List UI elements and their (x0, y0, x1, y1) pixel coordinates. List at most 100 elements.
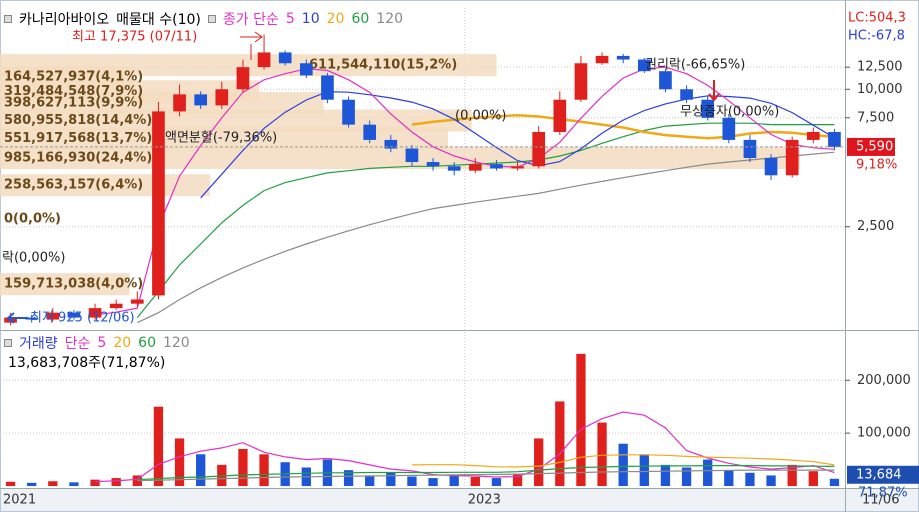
candle-body (88, 308, 102, 318)
volume-ma-line (411, 454, 835, 468)
volume-profile-label: 611,544,110(15,2%) (309, 58, 457, 73)
candle-body (828, 131, 841, 147)
volume-legend: 거래량 단순 5 20 60 120 (4, 333, 190, 353)
y-tick-label: 12,500 (857, 60, 903, 75)
annotation: 권리락(-66,65%) (645, 58, 745, 73)
candle-body (701, 99, 715, 118)
volume-info: 13,683,708주(71,87%) (8, 352, 165, 372)
volume-bar (808, 471, 818, 486)
candle-body (785, 139, 799, 176)
legend-entry: 60 (138, 335, 156, 351)
volume-bar (48, 481, 58, 486)
candle-body (574, 63, 588, 100)
annotation: (0,00%) (455, 109, 506, 124)
candle-body (384, 139, 398, 149)
volume-bar (27, 482, 37, 486)
annotation: 무상증자(0,00%) (680, 105, 779, 120)
event-arrow (708, 80, 720, 102)
legend-prefix: 단순 (64, 336, 91, 352)
volume-bar (660, 464, 671, 486)
legend-entry: 120 (162, 335, 190, 351)
candle-body (490, 164, 503, 169)
legend-title: 카나리아바이오 (19, 12, 110, 28)
legend-icon (4, 339, 12, 347)
legend-entry: 120 (376, 11, 404, 27)
y-tick-label: 100,000 (857, 426, 911, 441)
legend-title: 거래량 (19, 336, 58, 352)
volume-bar (787, 464, 797, 486)
candle-body (595, 55, 609, 64)
legend-entry: 20 (113, 335, 132, 351)
candle-body (637, 59, 651, 72)
volume-bar (5, 481, 16, 486)
low-arrow (6, 312, 28, 324)
legend-prefix: 종가 단순 (222, 12, 279, 28)
ma-line (411, 113, 835, 140)
annotation: 액면분할(-79,36%) (165, 131, 277, 146)
x-tick-label: 2023 (468, 493, 501, 508)
candle-body (152, 111, 165, 296)
candle-body (468, 164, 482, 171)
y-tick-label: 7,500 (857, 110, 894, 125)
volume-bar (153, 406, 164, 486)
volume-profile-bar (0, 146, 800, 169)
candle-body (25, 317, 39, 320)
y-tick-label: 10,000 (857, 82, 903, 97)
volume-bar (259, 454, 269, 486)
candle-body (215, 89, 229, 106)
last-volume-label: 13,684 (856, 467, 902, 482)
volume-bar (470, 477, 480, 486)
candle-body (680, 89, 693, 100)
volume-ma-line (137, 465, 835, 481)
annotation: 최저 925 (12/06) (30, 311, 135, 326)
last-volume-box (847, 465, 919, 484)
ma-line (95, 66, 835, 316)
volume-bar (407, 476, 417, 486)
info-text: LC:504,3 (848, 11, 906, 26)
candle-body (511, 166, 524, 169)
candle-body (553, 99, 567, 132)
high-arrow (240, 31, 263, 60)
candle-body (109, 303, 123, 309)
volume-profile-bar (0, 92, 324, 115)
volume-ma-line (95, 411, 835, 483)
y-tick-label: 200,000 (857, 373, 911, 388)
date-axis-bg (1, 489, 918, 511)
ma-line (137, 151, 835, 324)
legend-entry: 10 (301, 11, 320, 27)
volume-bar (829, 478, 840, 486)
ma-line (200, 91, 835, 199)
volume-bar (196, 454, 206, 486)
last-change: 9,18% (856, 157, 897, 172)
candle-body (764, 157, 778, 176)
candle-body (173, 94, 186, 112)
candle-body (278, 52, 292, 64)
volume-bar (343, 470, 354, 486)
volume-profile-label: 159,713,038(4,0%) (4, 277, 143, 292)
volume-bar (111, 478, 121, 486)
volume-bar (174, 438, 185, 486)
candle-body (616, 55, 630, 60)
volume-profile-label: 319,484,548(7,9%) (4, 84, 143, 99)
volume-bar (576, 353, 586, 486)
price-legend: 카나리아바이오 매물대 수(10) 종가 단순 5 10 20 60 120 (4, 9, 403, 29)
volume-total: 13,683,708주(71,87%) (8, 355, 166, 371)
volume-ma-line (137, 469, 835, 482)
volume-bar (703, 459, 713, 486)
candle-body (743, 139, 757, 158)
candle-body (363, 124, 377, 140)
candle-body (532, 131, 546, 167)
last-date: 11/06 (862, 493, 899, 508)
candle-body (257, 52, 271, 68)
volume-bar (491, 478, 502, 486)
candle-body (806, 131, 820, 140)
annotation: 락(0,00%) (2, 251, 65, 266)
volume-bar (90, 479, 100, 486)
info-text: HC:-67,8 (848, 29, 905, 44)
volume-profile-label: 0(0,0%) (4, 212, 61, 227)
candle-body (67, 312, 81, 318)
volume-profile-label: 580,955,818(14,4%) (4, 113, 152, 128)
volume-bar (69, 482, 79, 486)
